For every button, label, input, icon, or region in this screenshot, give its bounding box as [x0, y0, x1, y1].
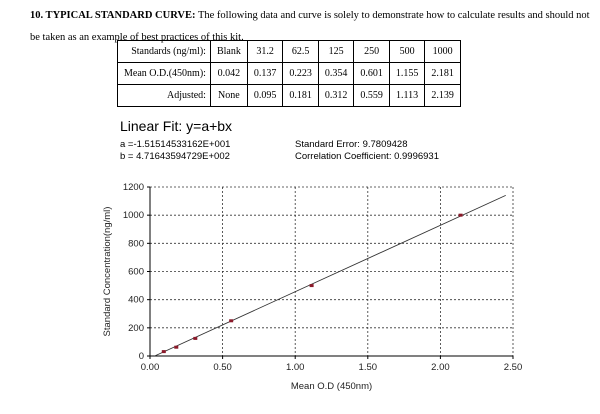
x-tick-label: 0.00 [141, 362, 160, 373]
table-row: Adjusted: None 0.095 0.181 0.312 0.559 1.113 2.… [117, 84, 461, 107]
y-tick-label: 400 [128, 295, 144, 306]
y-tick-label: 0 [139, 351, 144, 362]
correlation-coefficient: Correlation Coefficient: 0.9996931 [295, 151, 440, 162]
y-tick-label: 1200 [123, 182, 144, 193]
heading-text: The following data and curve is solely t… [30, 10, 590, 43]
y-tick-label: 600 [128, 267, 144, 278]
table-cell: 2.139 [424, 84, 461, 107]
y-tick-label: 200 [128, 323, 144, 334]
data-point [161, 350, 166, 354]
data-point [229, 319, 234, 323]
y-tick-label: 800 [128, 238, 144, 249]
fit-a: a =-1.51514533162E+001 [120, 139, 231, 150]
table-cell: 0.042 [209, 62, 248, 85]
fit-b: b = 4.71643594729E+002 [120, 151, 230, 162]
table-cell: 0.559 [353, 84, 390, 107]
table-cell: None [209, 84, 248, 107]
data-point [309, 284, 314, 288]
x-tick-label: 1.00 [286, 362, 305, 373]
x-axis-label: Mean O.D (450nm) [291, 381, 372, 392]
data-point [458, 213, 463, 217]
y-axis-label: Standard Concentration(ng/ml) [102, 207, 113, 337]
standard-error: Standard Error: 9.7809428 [295, 139, 408, 150]
x-tick-label: 0.50 [213, 362, 232, 373]
x-tick-label: 2.50 [504, 362, 523, 373]
x-tick-label: 1.50 [359, 362, 378, 373]
row-header: Adjusted: [117, 84, 211, 107]
standards-table: Standards (ng/ml): Blank 31.2 62.5 125 250 500… [117, 40, 461, 107]
section-heading: 10. TYPICAL STANDARD CURVE: The followin… [30, 5, 595, 49]
y-tick-label: 1000 [123, 210, 144, 221]
heading-label: 10. TYPICAL STANDARD CURVE: [30, 10, 196, 21]
fit-title: Linear Fit: y=a+bx [120, 118, 233, 134]
table-row: Mean O.D.(450nm): 0.042 0.137 0.223 0.354 0.6… [117, 62, 461, 85]
data-point [193, 336, 198, 340]
x-tick-label: 2.00 [431, 362, 450, 373]
data-point [174, 345, 179, 349]
fit-line [154, 194, 506, 357]
